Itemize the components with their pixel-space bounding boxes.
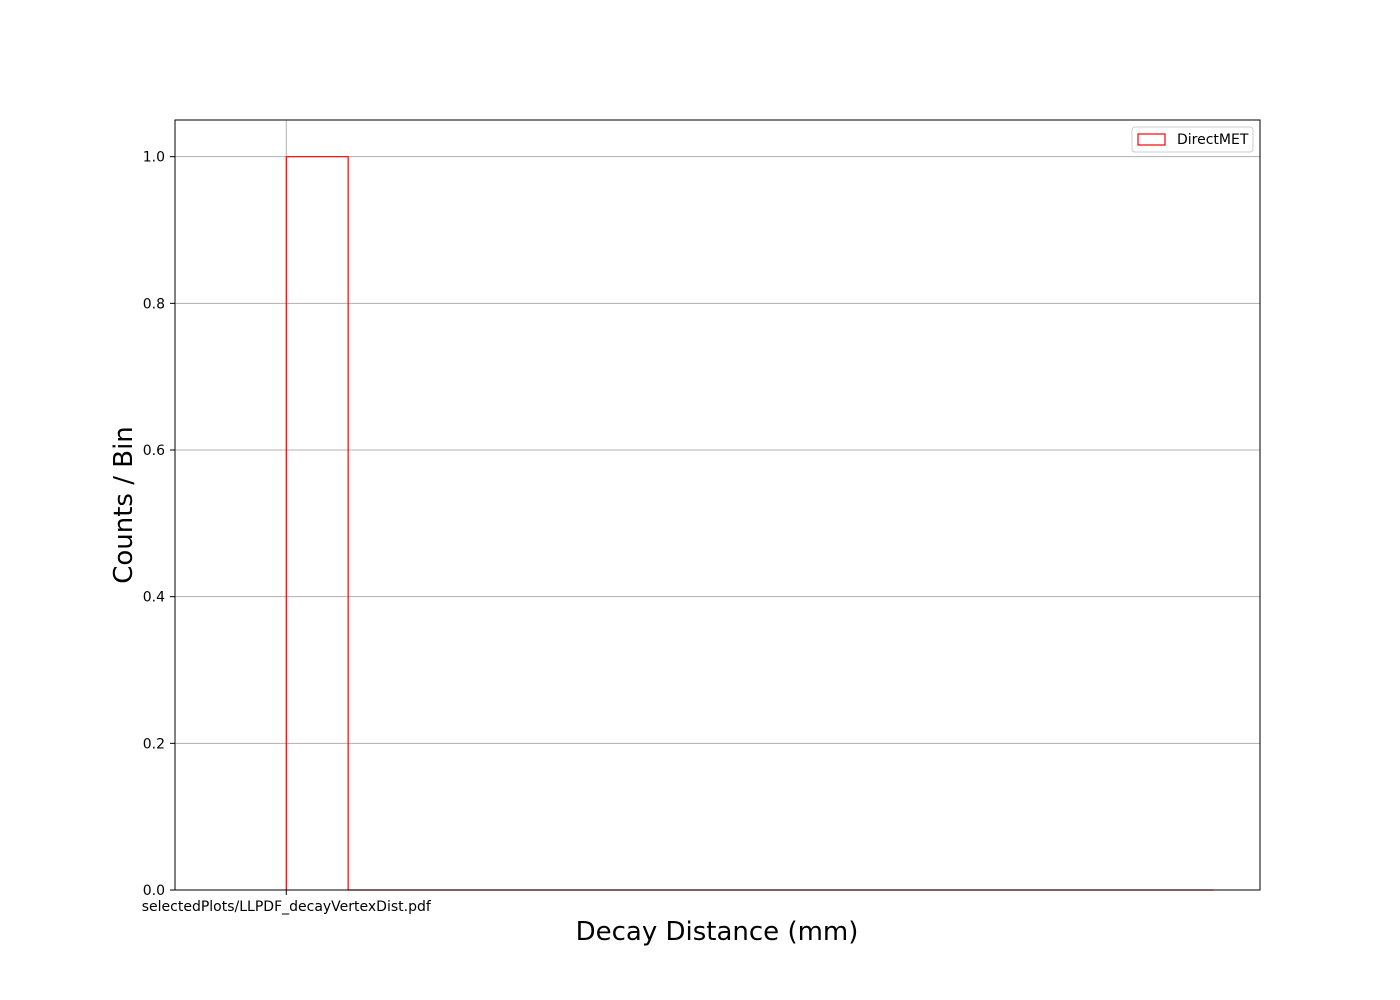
- y-tick-label: 0.2: [143, 736, 165, 752]
- legend-box: [1131, 126, 1254, 153]
- y-tick-label: 0.6: [143, 443, 165, 459]
- y-tick-label: 0.4: [143, 590, 165, 606]
- y-tick-label: 0.0: [143, 883, 165, 899]
- y-axis-ticks: 0.0 0.2 0.4 0.6 0.8 1.0: [143, 150, 175, 899]
- y-axis-label: Counts / Bin: [109, 426, 139, 584]
- x-tick-label: selectedPlots/LLPDF_decayVertexDist.pdf: [142, 899, 432, 915]
- legend-swatch-directmet: [1137, 133, 1166, 146]
- legend: DirectMET: [1131, 126, 1254, 153]
- x-axis-ticks: selectedPlots/LLPDF_decayVertexDist.pdf: [142, 890, 432, 915]
- legend-label-directmet: DirectMET: [1177, 132, 1249, 148]
- y-tick-label: 0.8: [143, 296, 165, 312]
- plot-frame: [174, 119, 1261, 891]
- x-axis-label: Decay Distance (mm): [576, 917, 859, 947]
- y-tick-label: 1.0: [143, 150, 165, 166]
